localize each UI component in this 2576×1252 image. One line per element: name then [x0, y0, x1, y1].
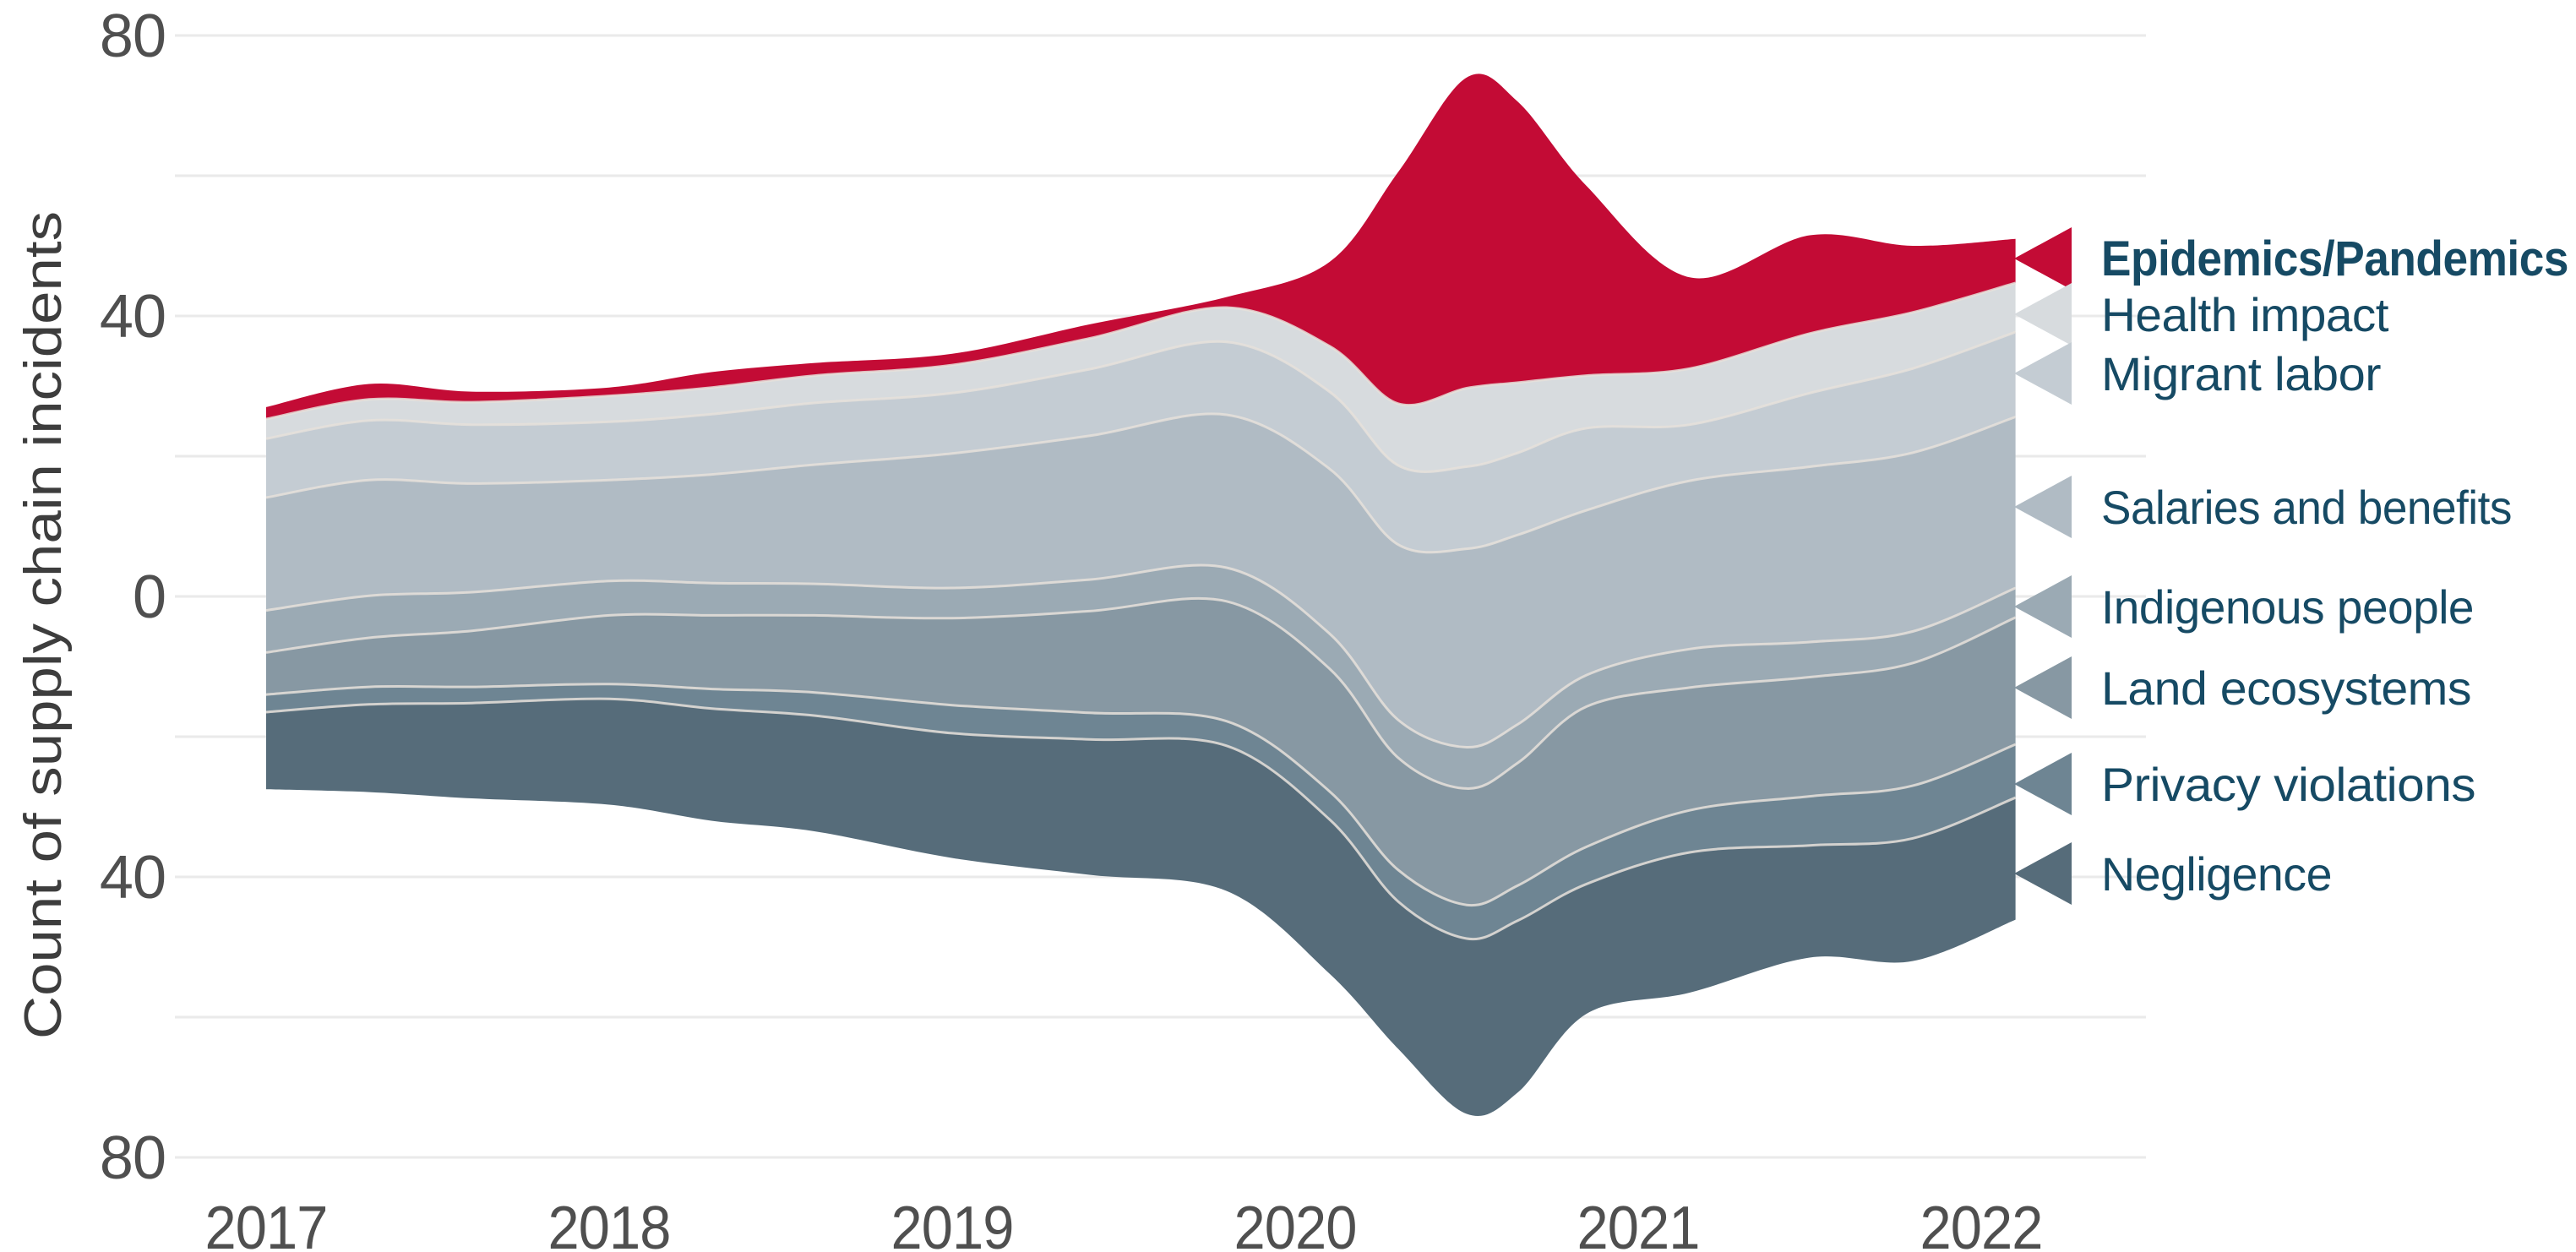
stream-band-salaries-and-benefits: [266, 413, 2016, 748]
band-seam: [265, 412, 2017, 554]
x-tick-label-3: 2020: [1234, 1195, 1357, 1252]
y-tick-label-1: 40: [100, 283, 166, 351]
legend-label: Salaries and benefits: [2101, 481, 2512, 534]
band-seam: [265, 281, 2017, 421]
legend-item-land-ecosystems: Land ecosystems: [2014, 656, 2472, 719]
y-tick-label-4: 80: [100, 1124, 166, 1192]
stream-band-health-impact: [266, 283, 2016, 472]
left-triangle-icon: [2014, 575, 2072, 638]
legend-label: Migrant labor: [2101, 347, 2381, 400]
legend-item-epidemics-pandemics: Epidemics/Pandemics: [2014, 227, 2569, 290]
legend-label: Indigenous people: [2101, 580, 2474, 634]
band-seam: [265, 330, 2017, 473]
band-seam: [265, 697, 2017, 941]
stream-band-migrant-labor: [266, 332, 2016, 553]
band-seam: [265, 596, 2017, 790]
left-triangle-icon: [2014, 227, 2072, 290]
y-tick-label-0: 80: [100, 3, 166, 70]
stream-band-indigenous-people: [266, 564, 2016, 789]
left-triangle-icon: [2014, 753, 2072, 815]
legend-label: Health impact: [2101, 288, 2389, 341]
legend-item-health-impact: Health impact: [2014, 283, 2389, 346]
y-tick-label-2: 0: [133, 563, 166, 631]
stream-band-privacy-violations: [266, 683, 2016, 939]
y-axis-title: Count of supply chain incidents: [14, 211, 73, 1039]
stream-band-land-ecosystems: [266, 598, 2016, 906]
legend-item-indigenous-people: Indigenous people: [2014, 575, 2475, 638]
band-seam: [265, 683, 2017, 907]
left-triangle-icon: [2014, 283, 2072, 346]
legend-label: Epidemics/Pandemics: [2101, 231, 2568, 286]
legend-item-migrant-labor: Migrant labor: [2014, 342, 2382, 405]
x-tick-label-0: 2017: [205, 1195, 328, 1252]
legend-item-privacy-violations: Privacy violations: [2014, 753, 2476, 815]
left-triangle-icon: [2014, 842, 2072, 905]
legend-item-negligence: Negligence: [2014, 842, 2333, 905]
legend-label: Land ecosystems: [2101, 661, 2471, 715]
x-tick-label-4: 2021: [1577, 1195, 1700, 1252]
x-tick-label-5: 2022: [1920, 1195, 2043, 1252]
left-triangle-icon: [2014, 656, 2072, 719]
left-triangle-icon: [2014, 476, 2072, 538]
band-seam: [265, 563, 2017, 749]
x-tick-label-1: 2018: [548, 1195, 671, 1252]
left-triangle-icon: [2014, 342, 2072, 405]
legend-label: Negligence: [2101, 847, 2332, 901]
legend-label: Privacy violations: [2101, 758, 2475, 811]
y-tick-label-3: 40: [100, 844, 166, 912]
x-tick-label-2: 2019: [891, 1195, 1014, 1252]
stream-band-epidemics-pandemics: [266, 73, 2016, 419]
stream-band-negligence: [266, 699, 2016, 1117]
legend-item-salaries-and-benefits: Salaries and benefits: [2014, 476, 2513, 538]
